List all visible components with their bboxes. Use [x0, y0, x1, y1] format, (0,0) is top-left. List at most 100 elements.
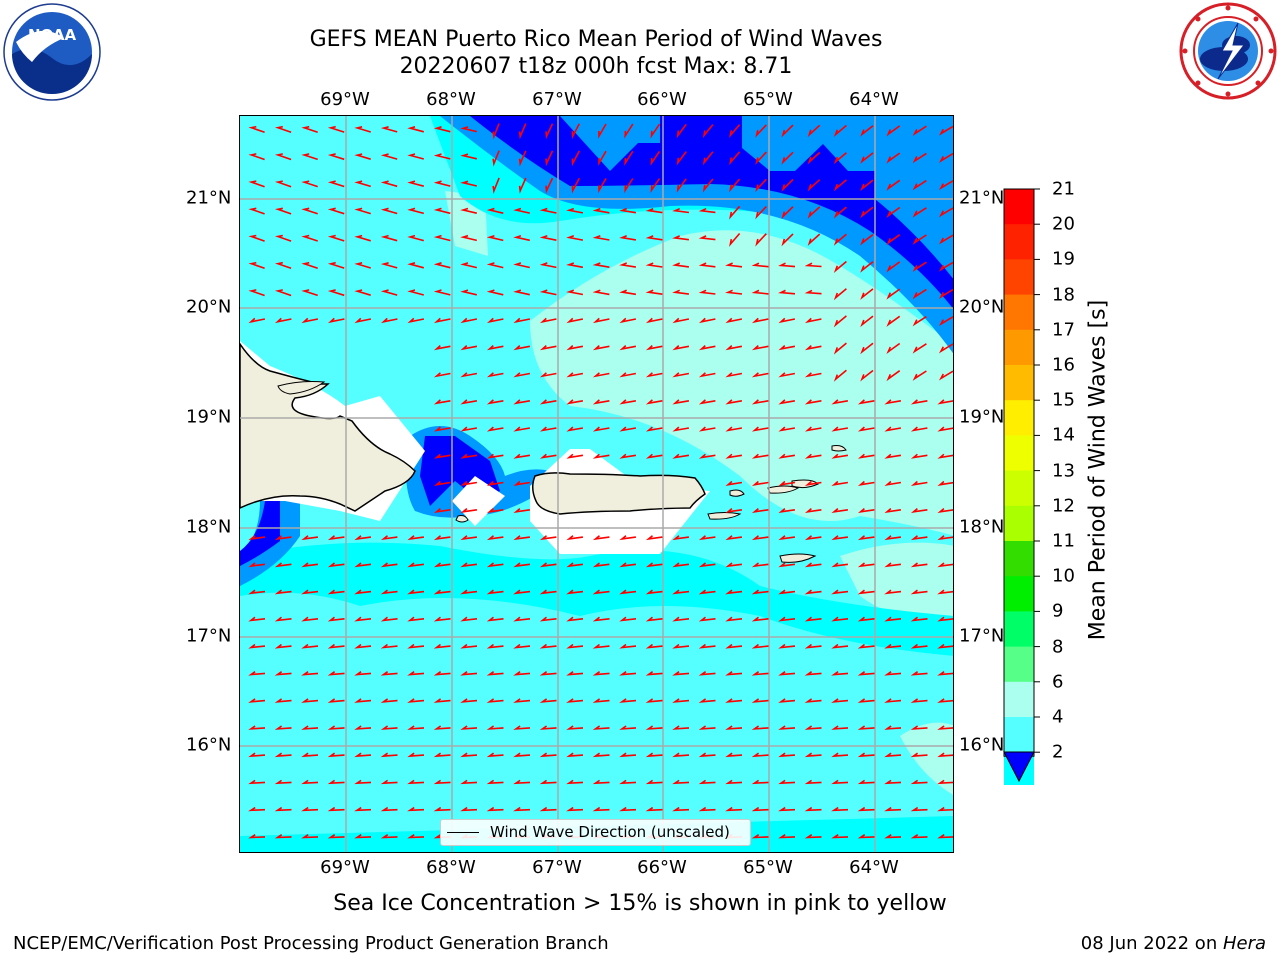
wind-wave-arrow — [566, 262, 584, 269]
wind-wave-arrow — [539, 752, 557, 758]
wind-wave-arrow — [884, 507, 902, 513]
wind-wave-arrow — [831, 616, 849, 622]
wind-wave-arrow — [566, 289, 584, 296]
wind-wave-arrow — [725, 752, 743, 758]
wind-wave-arrow — [884, 426, 902, 432]
wind-wave-arrow — [592, 207, 610, 214]
lon-label-bottom: 64°W — [849, 857, 899, 878]
wind-wave-arrow — [672, 698, 690, 703]
wind-wave-arrow — [301, 180, 318, 188]
wind-wave-arrow — [539, 372, 557, 378]
anegada — [831, 445, 847, 452]
colorbar-tick-label: 11 — [1052, 530, 1075, 552]
wind-wave-arrow — [910, 589, 928, 595]
wind-wave-arrow — [407, 153, 425, 160]
wind-wave-arrow — [778, 372, 796, 378]
wind-wave-arrow — [460, 589, 478, 595]
wind-wave-arrow — [645, 317, 663, 324]
wind-wave-arrow — [778, 616, 796, 622]
wind-wave-arrow — [486, 535, 504, 541]
wind-wave-arrow — [937, 616, 953, 622]
wind-wave-arrow — [513, 507, 531, 513]
wind-wave-arrow — [592, 399, 610, 405]
wind-wave-arrow — [513, 589, 531, 595]
wind-wave-arrow — [804, 453, 822, 459]
wind-wave-arrow — [566, 317, 584, 324]
wind-wave-arrow — [274, 589, 292, 595]
wind-wave-arrow — [460, 207, 477, 214]
wind-wave-arrow — [248, 125, 265, 134]
lon-label-bottom: 68°W — [426, 857, 476, 878]
wind-wave-arrow — [301, 643, 319, 649]
lat-label-right: 18°N — [959, 516, 1005, 538]
wind-wave-arrow — [645, 562, 663, 568]
wind-wave-arrow — [566, 589, 584, 595]
wind-wave-arrow — [274, 234, 292, 242]
wind-wave-arrow — [486, 779, 504, 785]
wind-wave-arrow — [857, 399, 875, 405]
gridlines — [240, 116, 953, 852]
wind-wave-arrow — [460, 806, 478, 812]
wind-wave-arrow — [831, 480, 849, 486]
wind-wave-arrow — [380, 834, 398, 839]
wind-wave-arrow — [619, 643, 637, 649]
lon-label-top: 64°W — [849, 89, 899, 110]
wind-wave-arrow — [833, 288, 847, 301]
wind-wave-arrow — [725, 426, 743, 432]
colorbar-tick-label: 15 — [1052, 389, 1075, 411]
wind-wave-arrow — [725, 698, 743, 703]
wind-wave-arrow — [301, 698, 319, 703]
wind-wave-arrow — [486, 399, 504, 405]
wind-wave-arrow — [831, 426, 849, 432]
wind-wave-arrow — [884, 616, 902, 622]
wind-wave-arrow — [327, 535, 345, 541]
zone-8-9 — [840, 542, 953, 619]
wind-wave-arrow — [354, 589, 372, 595]
wind-wave-arrow — [566, 698, 584, 703]
wind-wave-arrow — [460, 725, 478, 730]
wind-wave-arrow — [751, 562, 769, 568]
wind-wave-arrow — [566, 535, 584, 541]
wind-wave-arrow — [619, 616, 637, 622]
wind-wave-arrow — [886, 342, 901, 355]
wind-wave-arrow — [327, 698, 345, 703]
wind-wave-arrow — [910, 616, 928, 622]
legend-line-swatch — [447, 832, 479, 833]
wind-wave-arrow — [755, 124, 767, 138]
wind-wave-arrow — [725, 806, 743, 812]
wind-wave-arrow — [672, 372, 690, 378]
wind-wave-arrow — [937, 562, 953, 568]
wind-wave-arrow — [460, 507, 478, 513]
wind-wave-arrow — [433, 643, 451, 649]
wind-wave-arrow — [725, 616, 743, 622]
wind-wave-arrow — [433, 725, 451, 730]
wind-wave-arrow — [592, 779, 610, 785]
wind-wave-arrow — [886, 152, 901, 164]
wind-wave-arrow — [645, 643, 663, 649]
wind-wave-arrow — [327, 234, 345, 242]
wind-wave-arrow — [380, 643, 398, 649]
wind-wave-arrow — [725, 480, 743, 486]
wind-wave-arrow — [592, 643, 610, 649]
wind-wave-arrow — [860, 125, 874, 137]
wind-wave-arrow — [592, 806, 610, 812]
wind-wave-arrow — [698, 779, 716, 785]
lat-label-left: 18°N — [186, 516, 232, 538]
wind-wave-arrow — [354, 671, 372, 676]
wind-wave-arrow — [248, 616, 266, 622]
colorbar-cell — [1004, 576, 1034, 612]
wind-wave-arrow — [566, 345, 584, 351]
wind-wave-arrow — [460, 153, 477, 160]
wind-wave-arrow — [301, 289, 318, 297]
wind-wave-arrow — [460, 616, 478, 622]
wind-wave-arrow — [833, 233, 847, 246]
wind-wave-arrow — [698, 289, 716, 295]
wind-wave-arrow — [645, 235, 663, 241]
wind-wave-arrow — [778, 671, 796, 676]
footer-host: Hera — [1222, 933, 1266, 954]
wind-wave-arrow — [407, 317, 425, 324]
wind-wave-arrow — [592, 671, 610, 676]
wind-wave-arrow — [698, 589, 716, 595]
wind-wave-arrow — [301, 779, 319, 785]
colorbar-cell — [1004, 365, 1034, 401]
